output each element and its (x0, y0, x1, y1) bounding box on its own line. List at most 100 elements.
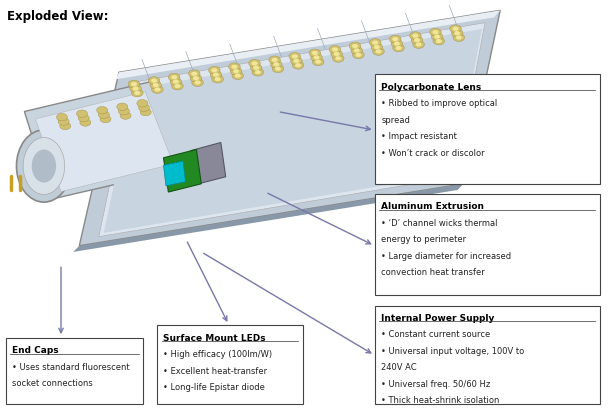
Circle shape (118, 107, 129, 115)
Circle shape (312, 51, 318, 55)
Text: • Large diameter for increased: • Large diameter for increased (381, 252, 511, 261)
Text: Internal Power Supply: Internal Power Supply (381, 314, 495, 323)
Text: • Excellent heat-transfer: • Excellent heat-transfer (163, 367, 268, 376)
Text: 240V AC: 240V AC (381, 363, 417, 373)
Circle shape (353, 51, 364, 59)
Circle shape (336, 56, 342, 60)
Circle shape (312, 58, 324, 66)
Circle shape (213, 73, 219, 77)
Circle shape (250, 64, 262, 72)
Text: • ‘D’ channel wicks thermal: • ‘D’ channel wicks thermal (381, 219, 498, 228)
Circle shape (272, 65, 284, 73)
FancyBboxPatch shape (375, 74, 600, 184)
Circle shape (436, 39, 442, 43)
Text: • Thick heat-shrink isolation: • Thick heat-shrink isolation (381, 396, 500, 406)
Circle shape (269, 56, 281, 64)
Circle shape (231, 67, 242, 75)
Circle shape (191, 72, 197, 76)
Circle shape (78, 114, 89, 122)
Circle shape (292, 61, 304, 69)
FancyBboxPatch shape (157, 325, 303, 404)
Circle shape (210, 71, 222, 78)
Circle shape (132, 86, 138, 90)
Circle shape (151, 78, 157, 83)
Circle shape (369, 39, 381, 47)
Circle shape (412, 33, 418, 38)
Circle shape (215, 77, 221, 81)
Circle shape (134, 91, 140, 95)
Text: convection heat transfer: convection heat transfer (381, 268, 485, 278)
Polygon shape (104, 29, 482, 233)
Text: • Long-life Epistar diode: • Long-life Epistar diode (163, 383, 265, 392)
Circle shape (140, 108, 151, 116)
Circle shape (188, 70, 200, 78)
Circle shape (138, 104, 149, 112)
Circle shape (193, 76, 199, 80)
Circle shape (174, 84, 181, 88)
Circle shape (273, 62, 279, 66)
Circle shape (395, 46, 401, 50)
Circle shape (431, 33, 443, 40)
Circle shape (171, 75, 177, 79)
Circle shape (209, 66, 220, 74)
Circle shape (233, 69, 239, 73)
FancyBboxPatch shape (375, 306, 600, 404)
Circle shape (117, 103, 127, 111)
Circle shape (128, 80, 140, 88)
Circle shape (229, 63, 240, 71)
Circle shape (332, 47, 338, 52)
Text: socket connections: socket connections (12, 379, 93, 388)
Circle shape (351, 47, 362, 55)
Circle shape (231, 65, 237, 69)
Circle shape (429, 28, 441, 36)
Circle shape (310, 53, 322, 61)
Circle shape (212, 75, 223, 83)
Text: Polycarbonate Lens: Polycarbonate Lens (381, 83, 481, 92)
Circle shape (332, 55, 344, 62)
Circle shape (151, 85, 163, 93)
Polygon shape (99, 23, 485, 237)
Circle shape (373, 47, 384, 55)
Circle shape (314, 55, 320, 59)
Circle shape (58, 118, 69, 125)
Circle shape (232, 72, 243, 80)
Circle shape (132, 89, 143, 97)
Circle shape (371, 43, 382, 51)
Circle shape (275, 66, 281, 71)
Circle shape (289, 52, 301, 60)
Text: energy to perimeter: energy to perimeter (381, 235, 467, 244)
Circle shape (130, 85, 142, 93)
Circle shape (350, 42, 361, 50)
Circle shape (414, 38, 420, 42)
Circle shape (393, 44, 404, 52)
Circle shape (253, 66, 259, 70)
Circle shape (334, 52, 340, 56)
Circle shape (389, 35, 401, 43)
Text: End Caps: End Caps (12, 346, 59, 355)
Circle shape (211, 68, 217, 72)
Circle shape (252, 68, 264, 76)
Text: spread: spread (381, 116, 410, 125)
Polygon shape (190, 142, 226, 185)
Circle shape (131, 82, 137, 86)
Circle shape (173, 80, 179, 84)
Circle shape (454, 31, 460, 35)
Circle shape (120, 112, 131, 119)
Polygon shape (163, 161, 185, 186)
Circle shape (411, 36, 423, 44)
Circle shape (354, 48, 360, 52)
Circle shape (329, 45, 341, 53)
Circle shape (375, 49, 381, 53)
Circle shape (150, 81, 162, 89)
Circle shape (96, 107, 107, 114)
Circle shape (137, 100, 148, 107)
Circle shape (60, 122, 71, 130)
Text: • Ribbed to improve optical: • Ribbed to improve optical (381, 99, 498, 108)
Polygon shape (73, 184, 464, 252)
Circle shape (168, 73, 180, 81)
Text: • Universal freq. 50/60 Hz: • Universal freq. 50/60 Hz (381, 380, 490, 389)
Circle shape (372, 40, 378, 45)
Circle shape (309, 49, 321, 57)
Circle shape (152, 83, 159, 87)
Text: Surface Mount LEDs: Surface Mount LEDs (163, 334, 266, 343)
